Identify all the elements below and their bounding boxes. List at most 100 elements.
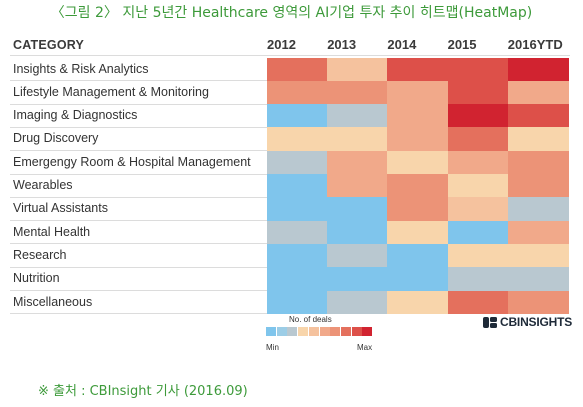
- legend-swatch: [287, 327, 298, 336]
- source-note: ※ 출처 : CBInsight 기사 (2016.09): [38, 384, 248, 399]
- heatmap-cell: [387, 197, 449, 222]
- heatmap-cell: [387, 127, 449, 152]
- category-label: Emergengy Room & Hospital Management: [13, 154, 251, 169]
- heatmap-cell: [447, 174, 509, 198]
- legend-max-label: Max: [357, 343, 373, 352]
- row-divider: [10, 220, 267, 222]
- heatmap-cell: [387, 150, 449, 175]
- heatmap-cell: [327, 197, 388, 222]
- category-label: Miscellaneous: [13, 294, 93, 309]
- heatmap-cell: [507, 220, 569, 245]
- category-label: Research: [13, 247, 67, 262]
- row-divider: [10, 103, 267, 105]
- row-divider: [10, 196, 267, 198]
- legend-swatch: [319, 327, 330, 336]
- heatmap-cell: [267, 150, 328, 175]
- heatmap-cell: [507, 290, 569, 315]
- heatmap-cell: [507, 243, 569, 268]
- heatmap-cell: [327, 290, 388, 315]
- row-divider: [10, 150, 267, 152]
- row-divider: [10, 290, 267, 291]
- legend-swatch: [362, 327, 373, 336]
- heatmap-cell: [507, 267, 569, 292]
- category-label: Wearables: [13, 178, 73, 192]
- heatmap-cell: [327, 150, 388, 175]
- column-header: 2014: [387, 37, 417, 52]
- legend-swatch: [276, 327, 287, 336]
- heatmap-cell: [447, 104, 509, 128]
- heatmap-cell: [267, 220, 328, 245]
- column-header: 2016YTD: [507, 37, 563, 52]
- heatmap-cell: [387, 80, 449, 105]
- heatmap-cell: [327, 127, 388, 152]
- row-divider: [10, 173, 267, 175]
- heatmap-cell: [447, 127, 509, 152]
- heatmap-cell: [447, 267, 509, 292]
- legend-swatch: [340, 327, 351, 336]
- heatmap-cell: [327, 220, 388, 245]
- category-label: Nutrition: [13, 271, 60, 286]
- heatmap-cell: [267, 104, 328, 128]
- chart-title: 〈그림 2〉 지난 5년간 Healthcare 영역의 AI기업 투자 추이 …: [50, 5, 533, 21]
- header-divider: [10, 55, 570, 56]
- heatmap-cell: [387, 104, 449, 128]
- heatmap-cell: [447, 80, 509, 105]
- heatmap-cell: [507, 150, 569, 175]
- heatmap-cell: [387, 174, 449, 198]
- heatmap-cell: [267, 243, 328, 268]
- category-label: Lifestyle Management & Monitoring: [13, 84, 209, 99]
- heatmap-cell: [447, 220, 509, 245]
- heatmap-cell: [327, 267, 388, 292]
- column-header: 2015: [447, 37, 477, 52]
- heatmap-cell: [447, 57, 509, 82]
- row-divider: [10, 313, 267, 315]
- heatmap-cell: [267, 197, 328, 222]
- category-label: Virtual Assistants: [13, 201, 108, 216]
- heatmap-cell: [327, 243, 388, 268]
- cbinsights-logo-icon: [483, 316, 497, 328]
- category-label: Mental Health: [13, 224, 91, 239]
- category-label: Insights & Risk Analytics: [13, 61, 149, 76]
- row-divider: [10, 80, 267, 82]
- heatmap-cell: [447, 197, 509, 222]
- heatmap-cell: [327, 104, 388, 128]
- legend-swatch: [266, 327, 276, 336]
- heatmap-cell: [507, 104, 569, 128]
- heatmap-cell: [387, 267, 449, 292]
- heatmap-cell: [447, 150, 509, 175]
- legend-swatch: [298, 327, 309, 336]
- heatmap-cell: [387, 220, 449, 245]
- heatmap-cell: [267, 174, 328, 198]
- legend-swatch: [351, 327, 362, 336]
- cbinsights-logo: CBINSIGHTS: [483, 315, 572, 329]
- heatmap-cell: [447, 243, 509, 268]
- legend-swatch: [308, 327, 319, 336]
- category-label: Imaging & Diagnostics: [13, 108, 138, 123]
- row-divider: [10, 243, 267, 245]
- category-column-header: CATEGORY: [13, 38, 85, 52]
- row-divider: [10, 126, 267, 128]
- legend-title: No. of deals: [289, 315, 332, 324]
- heatmap-cell: [387, 57, 449, 82]
- heatmap-cell: [327, 174, 388, 198]
- heatmap-cell: [327, 57, 388, 82]
- heatmap-cell: [507, 127, 569, 152]
- heatmap-cell: [507, 197, 569, 222]
- heatmap-cell: [267, 290, 328, 315]
- heatmap-cell: [267, 267, 328, 292]
- heatmap-cell: [507, 174, 569, 198]
- heatmap-cell: [447, 290, 509, 315]
- heatmap-cell: [267, 127, 328, 152]
- legend-min-label: Min: [266, 343, 279, 352]
- heatmap-cell: [387, 243, 449, 268]
- heatmap-cell: [267, 57, 328, 82]
- heatmap-cell: [387, 290, 449, 315]
- heatmap-cell: [327, 80, 388, 105]
- heatmap-cell: [507, 57, 569, 82]
- row-divider: [10, 266, 267, 268]
- heatmap-cell: [507, 80, 569, 105]
- column-header: 2013: [327, 37, 357, 52]
- legend-swatch: [330, 327, 341, 336]
- column-header: 2012: [267, 37, 296, 52]
